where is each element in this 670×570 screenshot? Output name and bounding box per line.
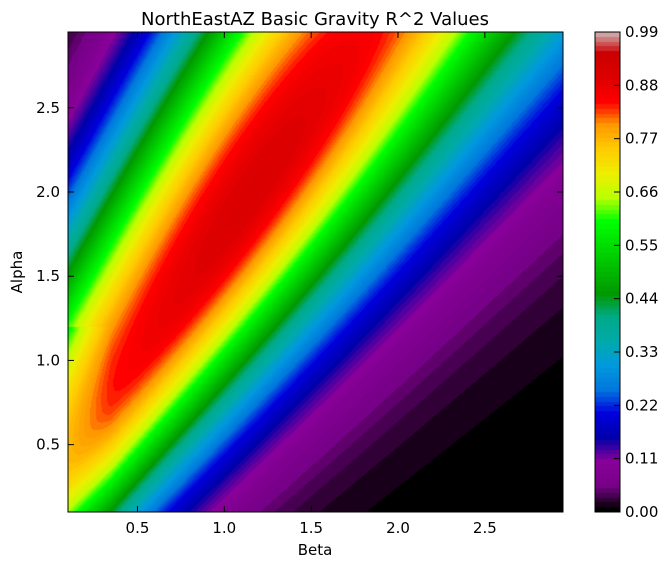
y-axis-label: Alpha <box>8 251 26 294</box>
colorbar-area <box>595 32 620 512</box>
y-tick-label: 2.0 <box>36 183 60 201</box>
y-tick-label: 0.5 <box>36 436 60 454</box>
colorbar-tick-label: 0.11 <box>625 450 658 468</box>
heatmap-plot-area <box>68 32 563 512</box>
x-axis-label: Beta <box>298 541 333 559</box>
colorbar-tick-label: 0.33 <box>625 343 658 361</box>
colorbar-tick-label: 0.00 <box>625 503 658 521</box>
x-tick-label: 2.5 <box>473 519 497 537</box>
heatmap-canvas <box>68 32 563 512</box>
colorbar-canvas <box>595 32 620 512</box>
x-tick-label: 0.5 <box>126 519 150 537</box>
x-tick-label: 1.5 <box>299 519 323 537</box>
colorbar-frame <box>594 31 621 513</box>
y-tick-label: 1.5 <box>36 267 60 285</box>
colorbar-tick-label: 0.77 <box>625 130 658 148</box>
colorbar-tick-label: 0.66 <box>625 183 658 201</box>
colorbar-tick-label: 0.88 <box>625 76 658 94</box>
x-axis: 0.5 1.0 1.5 2.0 2.5 <box>126 32 497 537</box>
y-axis: 0.5 1.0 1.5 2.0 2.5 <box>36 99 563 454</box>
colorbar-tick-label: 0.44 <box>625 290 658 308</box>
colorbar-tick-label: 0.22 <box>625 396 658 414</box>
colorbar-tick-label: 0.99 <box>625 23 658 41</box>
y-tick-label: 2.5 <box>36 99 60 117</box>
x-tick-label: 2.0 <box>386 519 410 537</box>
plot-frame <box>67 31 564 513</box>
colorbar-ticks: 0.00 0.11 0.22 0.33 0.44 0.55 0.66 0.77 0.88 0.99 <box>614 23 658 521</box>
colorbar-tick-label: 0.55 <box>625 236 658 254</box>
y-tick-label: 1.0 <box>36 351 60 369</box>
chart-title: NorthEastAZ Basic Gravity R^2 Values <box>141 9 489 30</box>
x-tick-label: 1.0 <box>212 519 236 537</box>
